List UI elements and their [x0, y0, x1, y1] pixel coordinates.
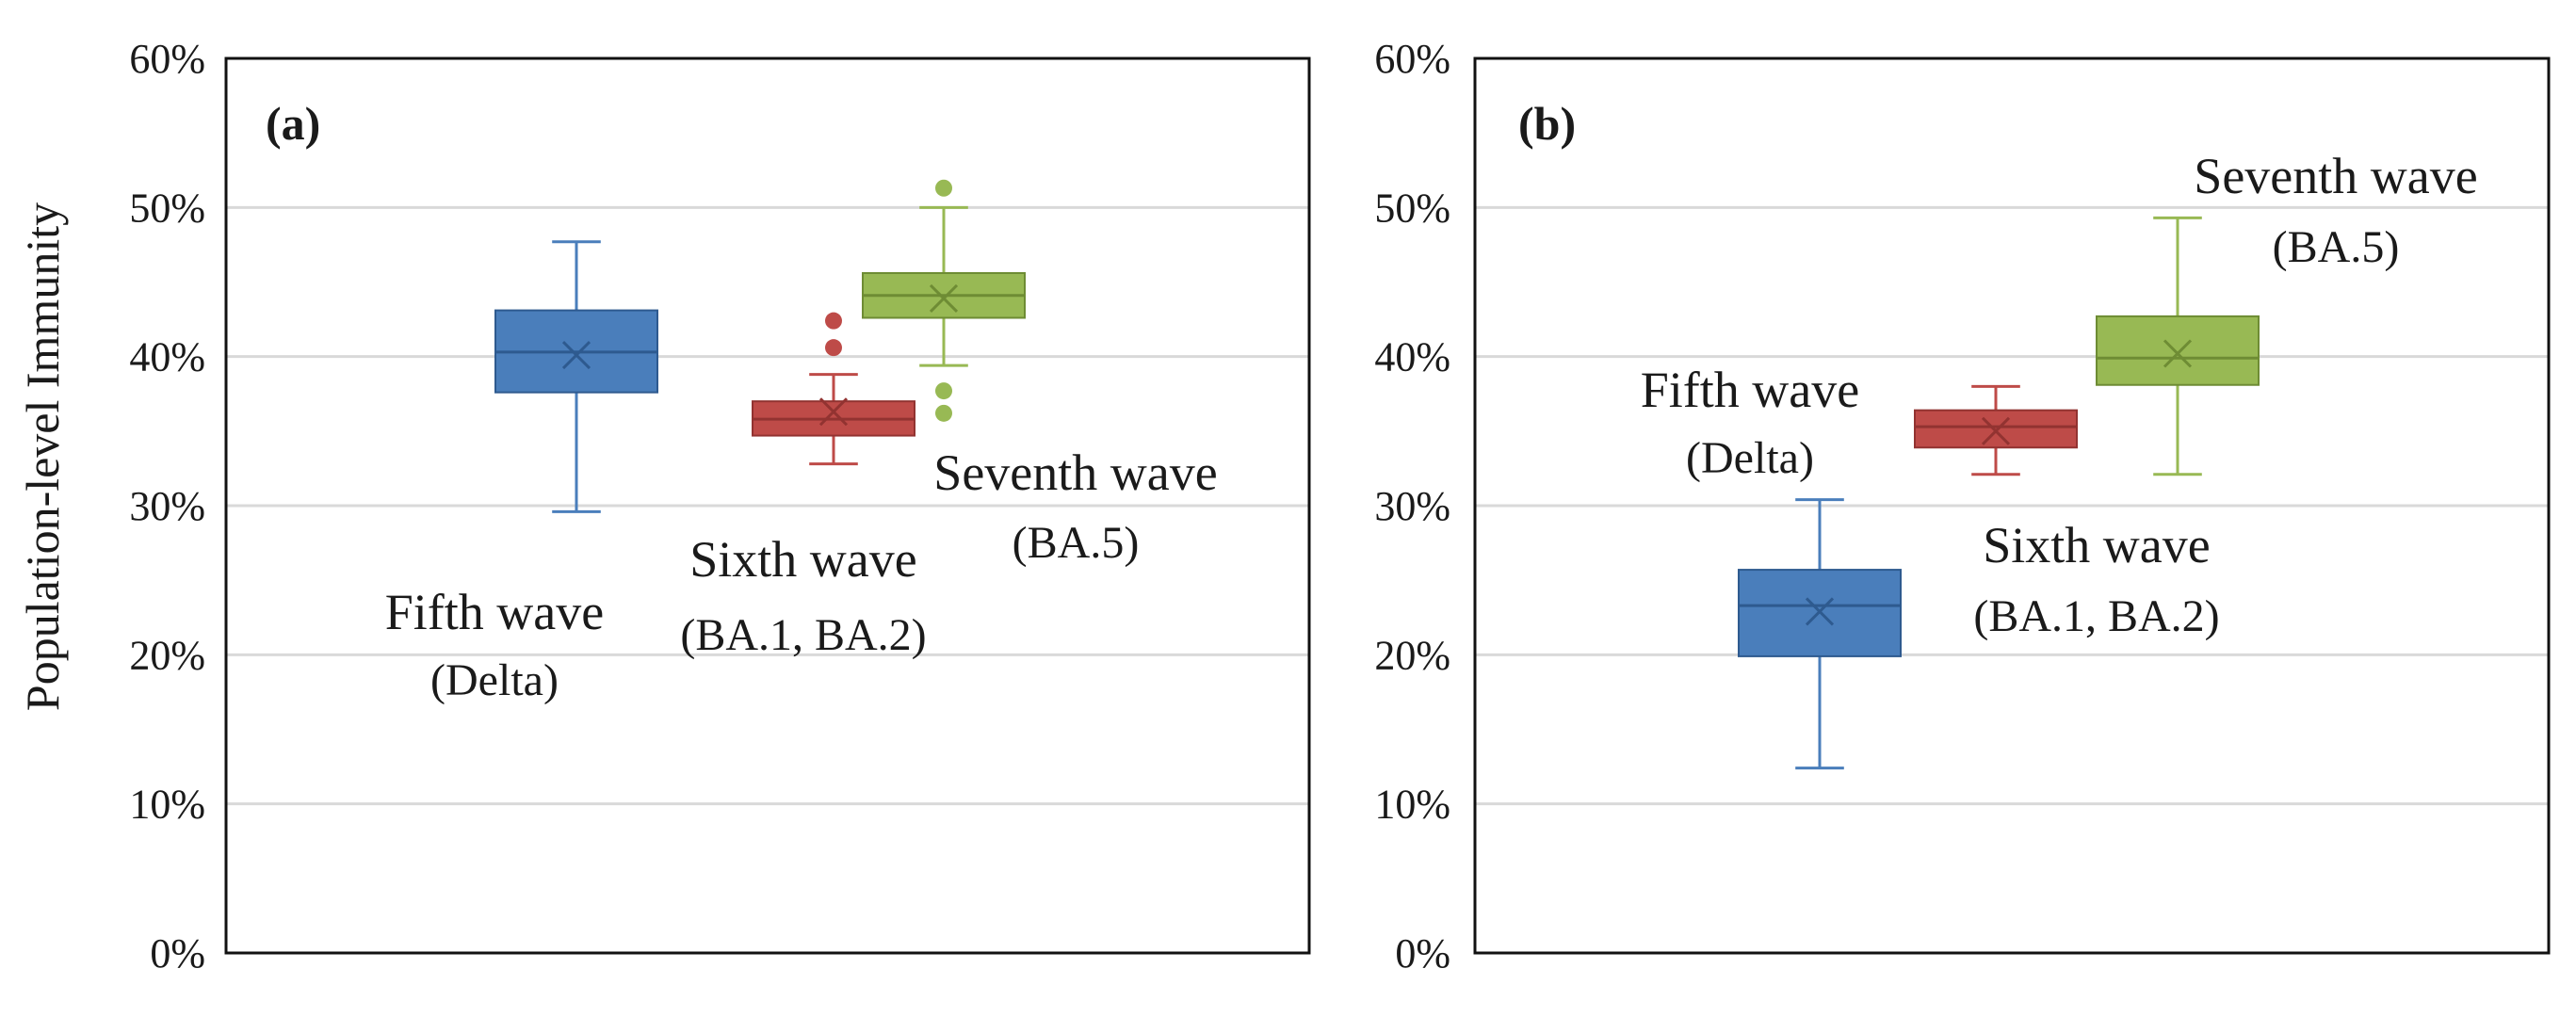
- panel-a-seventh-wave-outlier: [935, 404, 952, 422]
- panel-a-sixth-wave-outlier: [825, 339, 842, 357]
- panel-a-fifth-wave-box-plot: [494, 240, 658, 513]
- panel-b-y-tick-label: 30%: [1374, 483, 1450, 529]
- panel-a-gridlines: [226, 205, 1309, 806]
- panel-a-sixth-wave-variant: (BA.1, BA.2): [680, 610, 926, 660]
- panel-b-plot-frame: [1473, 56, 2551, 955]
- panel-b-sixth-wave-mean-marker: [1981, 416, 2011, 445]
- panel-b-sixth-wave-variant: (BA.1, BA.2): [1973, 591, 2219, 641]
- panel-a-y-tick-label: 20%: [129, 632, 205, 678]
- panel-b-seventh-wave-box-plot: [2096, 216, 2260, 476]
- panel-b-label: (b): [1518, 97, 1576, 150]
- panel-a-fifth-wave-mean-marker: [561, 341, 591, 370]
- panel-b-fifth-wave-variant: (Delta): [1686, 433, 1814, 483]
- panel-b-seventh-wave-box: [2096, 315, 2260, 386]
- panel-a-seventh-wave-label: Seventh wave: [933, 444, 1217, 501]
- y-axis-title: Population-level Immunity: [16, 202, 69, 711]
- panel-a-fifth-wave-label: Fifth wave: [385, 584, 604, 640]
- panel-b-y-tick-label: 0%: [1395, 930, 1450, 977]
- panel-b-y-tick-label: 20%: [1374, 632, 1450, 678]
- panel-a-boxes: [494, 179, 1026, 513]
- panel-a-y-tick-label: 60%: [129, 36, 205, 82]
- panel-a-y-tick-labels: 0% 10% 20% 30% 40% 50% 60%: [129, 36, 205, 977]
- panel-b-sixth-wave-box: [1914, 409, 2078, 449]
- panel-b-boxes: [1738, 216, 2260, 770]
- panel-a-sixth-wave-outlier: [825, 312, 842, 330]
- panel-a-seventh-wave-outlier: [935, 382, 952, 400]
- panel-b-fifth-wave-mean-marker: [1805, 597, 1835, 626]
- panel-b-y-tick-label: 40%: [1374, 334, 1450, 380]
- panel-a-y-tick-label: 40%: [129, 334, 205, 380]
- panel-b-sixth-wave-label: Sixth wave: [1983, 517, 2210, 573]
- panel-b: 0% 10% 20% 30% 40% 50% 60% (b) Fifth wave (Del…: [1374, 36, 2551, 977]
- panel-a-wave-labels: Fifth wave (Delta) Sixth wave (BA.1, BA.…: [385, 444, 1218, 705]
- panel-b-fifth-wave-box-plot: [1738, 498, 1902, 770]
- panel-a-y-tick-label: 0%: [150, 930, 205, 977]
- panel-b-sixth-wave-box-plot: [1914, 384, 2078, 476]
- panel-a-seventh-wave-mean-marker: [929, 283, 959, 313]
- panel-b-y-tick-label: 50%: [1374, 185, 1450, 231]
- panel-b-wave-labels: Fifth wave (Delta) Sixth wave (BA.1, BA.…: [1641, 148, 2478, 641]
- panel-a-sixth-wave-box-plot: [752, 312, 915, 466]
- panel-a-sixth-wave-label: Sixth wave: [689, 531, 916, 588]
- panel-a-plot-frame: [224, 56, 1311, 955]
- panel-a-fifth-wave-variant: (Delta): [430, 655, 559, 705]
- panel-b-seventh-wave-mean-marker: [2163, 339, 2193, 368]
- panel-a: 0% 10% 20% 30% 40% 50% 60% (a) Fifth wave (Del…: [129, 36, 1311, 977]
- panel-b-seventh-wave-label: Seventh wave: [2194, 148, 2477, 204]
- panel-a-y-tick-label: 30%: [129, 483, 205, 529]
- panel-a-y-tick-label: 10%: [129, 782, 205, 828]
- panel-b-seventh-wave-variant: (BA.5): [2273, 222, 2400, 272]
- panel-a-sixth-wave-mean-marker: [818, 397, 849, 427]
- panel-b-y-tick-label: 60%: [1374, 36, 1450, 82]
- panel-b-y-tick-labels: 0% 10% 20% 30% 40% 50% 60%: [1374, 36, 1450, 977]
- panel-b-y-tick-label: 10%: [1374, 782, 1450, 828]
- panel-a-label: (a): [266, 97, 320, 150]
- panel-a-y-tick-label: 50%: [129, 185, 205, 231]
- panel-b-gridlines: [1475, 205, 2549, 806]
- panel-a-seventh-wave-variant: (BA.5): [1013, 518, 1140, 568]
- panel-a-seventh-wave-outlier: [935, 179, 952, 197]
- panel-a-seventh-wave-box-plot: [862, 179, 1026, 422]
- panel-b-fifth-wave-label: Fifth wave: [1641, 362, 1859, 418]
